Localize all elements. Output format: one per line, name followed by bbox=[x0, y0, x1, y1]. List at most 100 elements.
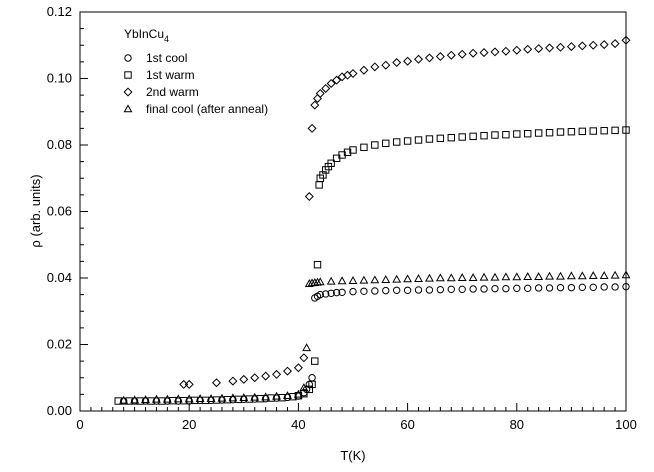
square-point bbox=[622, 126, 630, 134]
triangle-point bbox=[490, 272, 500, 281]
triangle-point bbox=[414, 274, 423, 282]
triangle-point bbox=[457, 273, 467, 281]
circle-point bbox=[119, 397, 128, 405]
square-point bbox=[308, 380, 316, 389]
diamond-point bbox=[293, 363, 303, 373]
diamond-point bbox=[315, 88, 325, 98]
square-point bbox=[436, 134, 445, 143]
square-point bbox=[392, 138, 401, 146]
square-point bbox=[524, 129, 532, 138]
legend-diamond-marker bbox=[123, 87, 133, 97]
diamond-point bbox=[321, 83, 331, 93]
triangle-point bbox=[479, 272, 489, 281]
diamond-point bbox=[403, 56, 413, 66]
diamond-point bbox=[332, 75, 342, 85]
diamond-point bbox=[381, 60, 391, 70]
triangle-point bbox=[588, 271, 598, 279]
diamond-point bbox=[588, 40, 598, 50]
triangle-point bbox=[239, 393, 249, 401]
square-point bbox=[534, 129, 543, 137]
series-square bbox=[114, 126, 630, 405]
diamond-point bbox=[250, 373, 260, 383]
diamond-point bbox=[228, 376, 238, 386]
diamond-point bbox=[545, 43, 555, 53]
circle-point bbox=[480, 285, 488, 293]
legend-triangle-marker bbox=[123, 104, 133, 113]
circle-point bbox=[327, 289, 335, 297]
legend-label: 1st warm bbox=[146, 68, 195, 82]
diamond-point bbox=[490, 47, 500, 57]
circle-point bbox=[349, 287, 357, 296]
square-point bbox=[313, 261, 322, 269]
triangle-point bbox=[370, 275, 380, 284]
diamond-point bbox=[555, 42, 565, 52]
square-point bbox=[371, 141, 379, 149]
diamond-point bbox=[179, 379, 189, 389]
circle-point bbox=[425, 286, 434, 294]
triangle-point bbox=[299, 383, 309, 392]
legend-label: 2nd warm bbox=[146, 85, 199, 99]
diamond-point bbox=[599, 40, 609, 50]
x-tick-label: 80 bbox=[510, 417, 524, 432]
circle-point bbox=[502, 284, 510, 293]
diamond-point bbox=[457, 49, 467, 59]
triangle-point bbox=[534, 272, 544, 280]
diamond-point bbox=[359, 65, 369, 75]
square-point bbox=[180, 396, 188, 405]
square-point bbox=[158, 397, 166, 405]
diamond-point bbox=[523, 44, 533, 54]
circle-point bbox=[332, 288, 341, 297]
square-point bbox=[327, 159, 335, 167]
square-point bbox=[360, 143, 368, 152]
x-tick-label: 100 bbox=[615, 417, 637, 432]
circle-point bbox=[382, 286, 390, 295]
circle-point bbox=[556, 283, 565, 292]
square-point bbox=[567, 128, 576, 136]
diamond-point bbox=[307, 123, 317, 133]
triangle-point bbox=[403, 274, 413, 283]
diamond-point bbox=[304, 192, 314, 202]
triangle-point bbox=[119, 395, 129, 404]
y-tick-label: 0.00 bbox=[47, 403, 72, 418]
x-tick-label: 60 bbox=[400, 417, 414, 432]
diamond-point bbox=[272, 369, 282, 379]
circle-point bbox=[600, 283, 608, 291]
square-point bbox=[600, 127, 608, 135]
y-axis-ticks: 0.00 0.02 0.04 0.06 0.08 0.10 0.12 bbox=[47, 4, 88, 418]
y-tick-label: 0.02 bbox=[47, 337, 72, 352]
circle-point bbox=[308, 374, 316, 382]
series-circle bbox=[119, 282, 630, 405]
circle-point bbox=[545, 284, 554, 292]
square-point bbox=[556, 128, 565, 136]
series-diamond bbox=[179, 35, 631, 389]
triangle-point bbox=[556, 271, 565, 280]
circle-point bbox=[371, 287, 379, 295]
legend-label: final cool (after anneal) bbox=[146, 102, 268, 116]
circle-point bbox=[403, 286, 412, 295]
x-tick-label: 20 bbox=[182, 417, 196, 432]
triangle-point bbox=[381, 275, 391, 283]
x-axis-ticks: 0 20 40 60 80 100 bbox=[76, 403, 637, 432]
square-point bbox=[414, 136, 423, 144]
diamond-point bbox=[435, 52, 445, 62]
diamond-point bbox=[501, 46, 511, 56]
sample-label: YbInCu4 bbox=[124, 27, 169, 44]
circle-point bbox=[360, 287, 368, 295]
triangle-point bbox=[435, 273, 445, 282]
triangle-point bbox=[501, 272, 511, 281]
triangle-point bbox=[228, 393, 238, 402]
square-point bbox=[315, 181, 323, 189]
square-point bbox=[458, 133, 466, 141]
circle-point bbox=[130, 397, 139, 405]
square-point bbox=[469, 132, 477, 141]
triangle-point bbox=[315, 277, 325, 286]
diamond-point bbox=[348, 69, 358, 79]
diamond-point bbox=[610, 39, 620, 49]
diamond-point bbox=[479, 48, 489, 58]
triangle-point bbox=[566, 271, 576, 280]
diamond-point bbox=[392, 58, 402, 68]
square-point bbox=[201, 396, 210, 405]
diamond-point bbox=[621, 35, 631, 45]
circle-point bbox=[392, 286, 401, 295]
square-point bbox=[491, 131, 499, 139]
